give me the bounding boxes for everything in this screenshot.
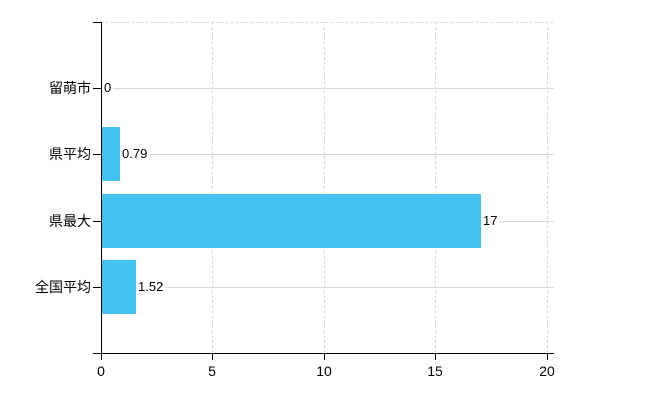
x-tick-20 — [547, 353, 548, 360]
category-label: 留萌市 — [49, 80, 91, 96]
x-axis-line — [93, 353, 554, 354]
row-line — [101, 88, 554, 89]
y-tick-top — [93, 22, 101, 23]
bar — [102, 127, 120, 181]
x-tick-15 — [435, 353, 436, 360]
bar — [102, 194, 481, 248]
category-label: 県最大 — [49, 213, 91, 229]
y-tick-3 — [93, 287, 101, 288]
bar-value-label: 0 — [102, 80, 114, 96]
x-tick-0 — [101, 353, 102, 360]
x-tick-label: 20 — [539, 363, 555, 379]
x-tick-label: 5 — [208, 363, 216, 379]
y-tick-2 — [93, 221, 101, 222]
row-line — [101, 154, 554, 155]
row-line — [101, 287, 554, 288]
y-tick-1 — [93, 154, 101, 155]
bar — [102, 260, 136, 314]
gridline-x-5 — [212, 22, 213, 353]
bar-value-label: 0.79 — [120, 146, 150, 162]
category-label: 県平均 — [49, 146, 91, 162]
gridline-x-10 — [324, 22, 325, 353]
x-tick-5 — [212, 353, 213, 360]
x-tick-10 — [324, 353, 325, 360]
x-tick-label: 10 — [316, 363, 332, 379]
plot-top-border — [101, 22, 553, 23]
x-tick-label: 0 — [97, 363, 105, 379]
gridline-x-20 — [547, 22, 548, 353]
y-axis-line — [101, 22, 102, 353]
bar-value-label: 17 — [481, 213, 500, 229]
gridline-x-15 — [435, 22, 436, 353]
category-label: 全国平均 — [35, 279, 91, 295]
y-tick-0 — [93, 88, 101, 89]
bar-value-label: 1.52 — [136, 279, 166, 295]
x-tick-label: 15 — [427, 363, 443, 379]
